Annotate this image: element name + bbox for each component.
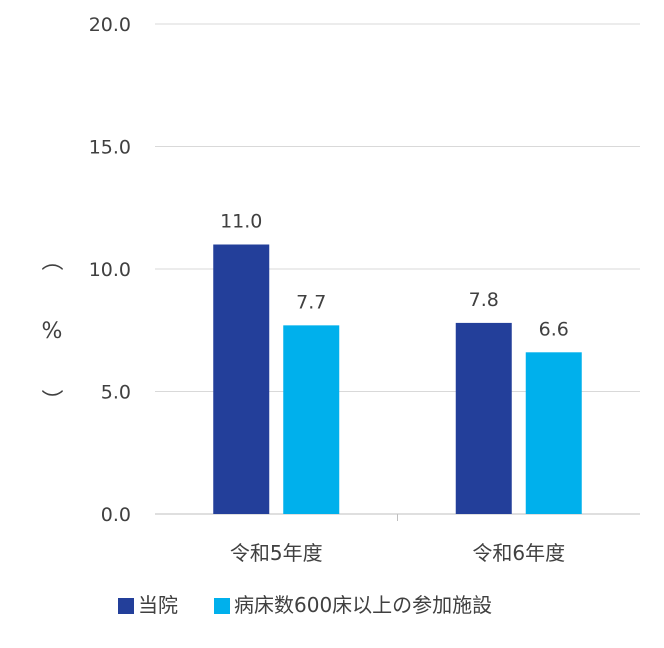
legend-swatch — [118, 598, 134, 614]
legend-label: 当院 — [138, 593, 178, 617]
bar — [213, 244, 270, 514]
y-axis-ticks: 0.0 5.0 10.0 15.0 20.0 — [89, 14, 131, 526]
data-labels: 11.0 7.7 7.8 6.6 — [220, 211, 569, 341]
y-tick-label: 5.0 — [101, 382, 131, 404]
bars — [213, 244, 582, 514]
y-axis-label-char: ） — [38, 389, 63, 411]
y-tick-label: 20.0 — [89, 14, 131, 36]
data-label: 11.0 — [220, 211, 262, 233]
y-tick-label: 15.0 — [89, 137, 131, 159]
data-label: 7.8 — [469, 289, 499, 311]
legend-swatch — [214, 598, 230, 614]
y-tick-label: 10.0 — [89, 259, 131, 281]
data-label: 7.7 — [296, 291, 326, 313]
x-category-label: 令和5年度 — [230, 541, 323, 565]
legend: 当院 病床数600床以上の参加施設 — [118, 593, 492, 617]
y-tick-label: 0.0 — [101, 504, 131, 526]
y-axis-label-char: % — [42, 319, 63, 344]
data-label: 6.6 — [539, 318, 569, 340]
bar — [455, 322, 512, 514]
y-axis-label-char: （ — [38, 249, 63, 271]
bar — [525, 352, 582, 514]
legend-label: 病床数600床以上の参加施設 — [234, 593, 492, 617]
y-axis-label: （% ） — [38, 249, 63, 411]
x-category-label: 令和6年度 — [472, 541, 565, 565]
bar — [283, 325, 340, 514]
x-axis-categories: 令和5年度 令和6年度 — [230, 541, 565, 565]
